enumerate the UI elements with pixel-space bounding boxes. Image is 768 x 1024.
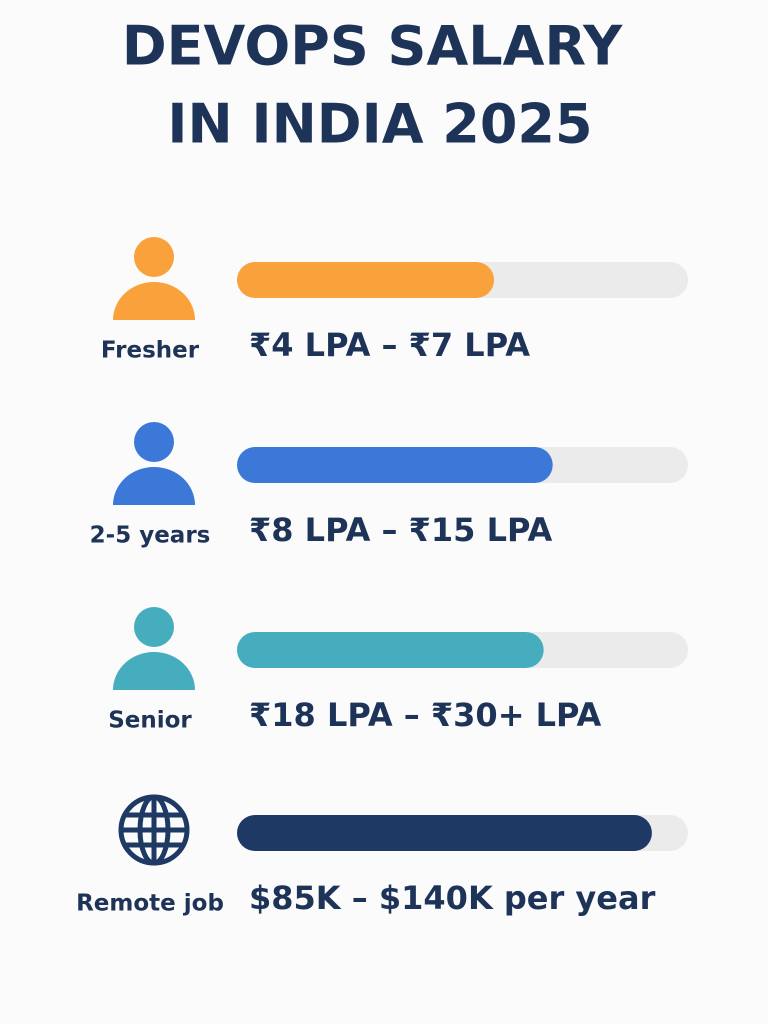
person-icon-body <box>113 282 195 320</box>
range-label: ₹8 LPA – ₹15 LPA <box>249 511 552 549</box>
category-label: Senior <box>108 708 192 734</box>
person-icon-body <box>113 467 195 505</box>
title-line: IN INDIA 2025 <box>167 93 592 156</box>
bar <box>237 262 495 298</box>
range-label: $85K – $140K per year <box>249 879 656 917</box>
person-icon-head <box>134 422 174 462</box>
bar <box>237 632 544 668</box>
person-icon-head <box>134 237 174 277</box>
person-icon-head <box>134 607 174 647</box>
bar <box>237 815 652 851</box>
range-label: ₹18 LPA – ₹30+ LPA <box>249 696 602 734</box>
category-label: Remote job <box>76 891 224 917</box>
person-icon-body <box>113 652 195 690</box>
category-label: Fresher <box>101 338 200 364</box>
title-line: DEVOPS SALARY <box>122 15 623 78</box>
bar <box>237 447 553 483</box>
category-label: 2-5 years <box>90 523 211 549</box>
range-label: ₹4 LPA – ₹7 LPA <box>249 326 530 364</box>
